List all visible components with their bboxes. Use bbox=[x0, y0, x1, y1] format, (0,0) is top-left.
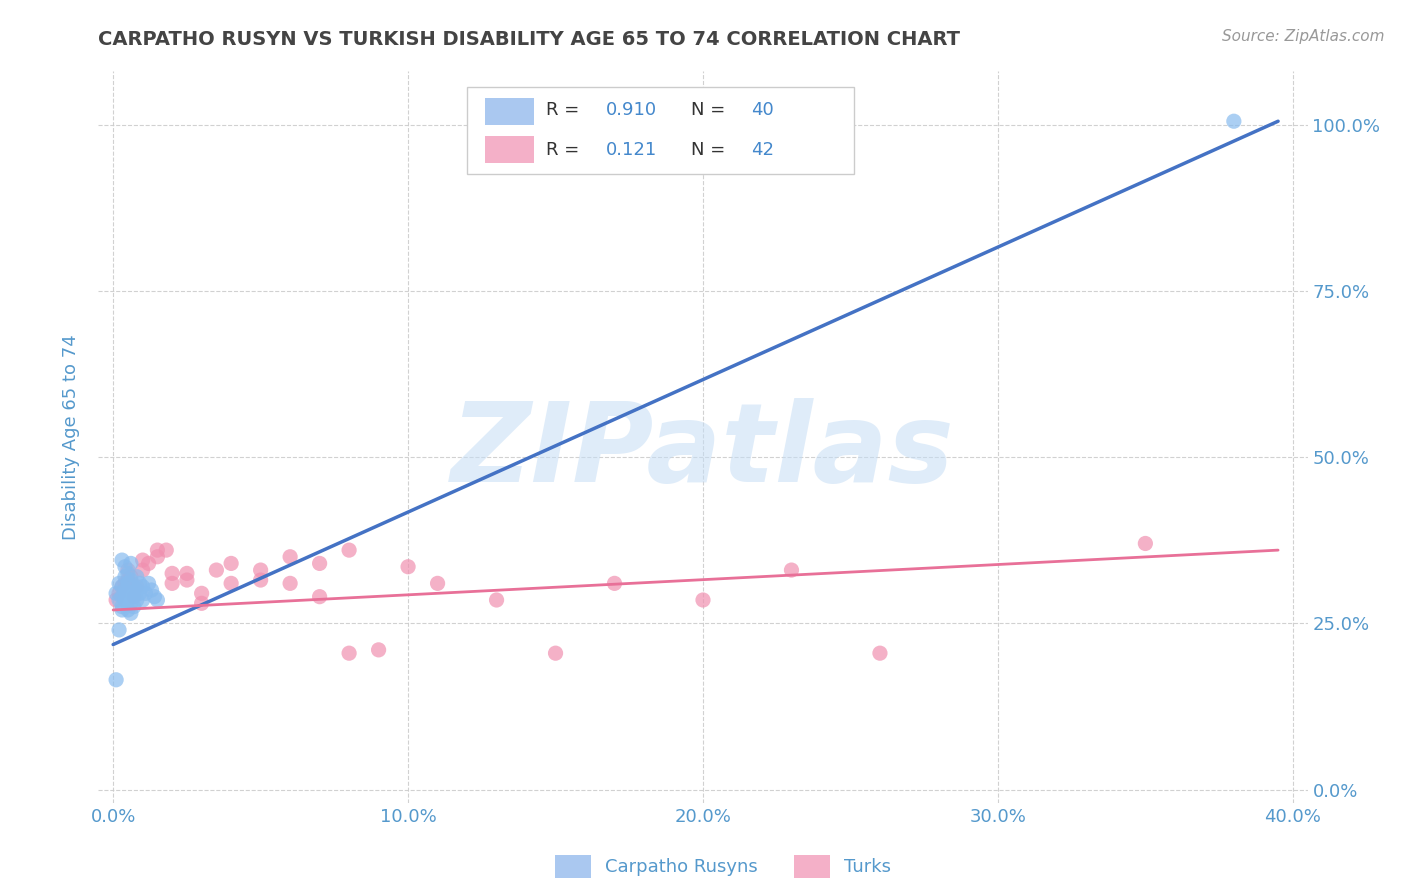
Text: Carpatho Rusyns: Carpatho Rusyns bbox=[605, 858, 758, 876]
Point bbox=[190, 596, 212, 610]
Point bbox=[120, 573, 142, 587]
Point bbox=[105, 586, 128, 600]
FancyBboxPatch shape bbox=[485, 136, 534, 162]
Text: 0.910: 0.910 bbox=[606, 101, 658, 120]
Point bbox=[219, 576, 242, 591]
Point bbox=[108, 586, 131, 600]
Point bbox=[190, 586, 212, 600]
Point bbox=[114, 576, 136, 591]
Point bbox=[155, 543, 177, 558]
Text: 0.121: 0.121 bbox=[606, 141, 658, 159]
Point bbox=[131, 553, 153, 567]
Point bbox=[146, 593, 169, 607]
Point bbox=[125, 582, 148, 597]
Text: CARPATHO RUSYN VS TURKISH DISABILITY AGE 65 TO 74 CORRELATION CHART: CARPATHO RUSYN VS TURKISH DISABILITY AGE… bbox=[98, 30, 960, 49]
Point bbox=[114, 582, 136, 597]
Point bbox=[337, 543, 360, 558]
Point bbox=[122, 599, 145, 614]
Point bbox=[117, 586, 139, 600]
Point bbox=[141, 582, 163, 597]
Point bbox=[485, 593, 508, 607]
Point bbox=[176, 566, 198, 581]
Point bbox=[117, 563, 139, 577]
Point bbox=[105, 593, 128, 607]
Point bbox=[337, 646, 360, 660]
Point bbox=[146, 549, 169, 564]
Point bbox=[128, 576, 150, 591]
Point bbox=[780, 563, 803, 577]
Point bbox=[111, 599, 134, 614]
Point bbox=[111, 553, 134, 567]
Text: 40: 40 bbox=[751, 101, 775, 120]
Point bbox=[117, 573, 139, 587]
Point bbox=[108, 623, 131, 637]
Point bbox=[117, 603, 139, 617]
Point bbox=[131, 593, 153, 607]
Text: 42: 42 bbox=[751, 141, 775, 159]
Point bbox=[278, 549, 301, 564]
Point bbox=[108, 593, 131, 607]
Point bbox=[111, 580, 134, 594]
Point bbox=[117, 566, 139, 581]
Point bbox=[249, 573, 271, 587]
Text: N =: N = bbox=[690, 141, 731, 159]
Text: Turks: Turks bbox=[844, 858, 890, 876]
Point bbox=[125, 570, 148, 584]
Point bbox=[120, 586, 142, 600]
Point bbox=[117, 593, 139, 607]
Point bbox=[278, 576, 301, 591]
Point bbox=[131, 563, 153, 577]
Y-axis label: Disability Age 65 to 74: Disability Age 65 to 74 bbox=[62, 334, 80, 540]
Point bbox=[176, 573, 198, 587]
Point bbox=[1135, 536, 1157, 550]
Point bbox=[117, 576, 139, 591]
Point bbox=[138, 576, 160, 591]
Point bbox=[122, 590, 145, 604]
Point bbox=[111, 580, 134, 594]
Point bbox=[219, 557, 242, 571]
Text: N =: N = bbox=[690, 101, 731, 120]
Point bbox=[205, 563, 228, 577]
Point bbox=[692, 593, 714, 607]
FancyBboxPatch shape bbox=[467, 87, 855, 174]
Point bbox=[143, 590, 166, 604]
Point bbox=[122, 590, 145, 604]
Point bbox=[160, 566, 183, 581]
FancyBboxPatch shape bbox=[485, 98, 534, 125]
Point bbox=[367, 643, 389, 657]
Point bbox=[114, 570, 136, 584]
Point bbox=[111, 603, 134, 617]
Point bbox=[1223, 114, 1246, 128]
Point bbox=[138, 557, 160, 571]
Point bbox=[120, 607, 142, 621]
Point bbox=[120, 570, 142, 584]
Point bbox=[146, 543, 169, 558]
Point bbox=[308, 557, 330, 571]
Point bbox=[128, 586, 150, 600]
Point bbox=[120, 557, 142, 571]
Point bbox=[603, 576, 626, 591]
Point bbox=[131, 580, 153, 594]
Point bbox=[869, 646, 891, 660]
Text: ZIPatlas: ZIPatlas bbox=[451, 398, 955, 505]
Point bbox=[426, 576, 449, 591]
Point bbox=[108, 576, 131, 591]
Text: Source: ZipAtlas.com: Source: ZipAtlas.com bbox=[1222, 29, 1385, 44]
Point bbox=[114, 559, 136, 574]
Point bbox=[544, 646, 567, 660]
Point bbox=[105, 673, 128, 687]
Point bbox=[125, 580, 148, 594]
Point bbox=[308, 590, 330, 604]
Point bbox=[135, 586, 157, 600]
Text: R =: R = bbox=[546, 101, 585, 120]
Text: R =: R = bbox=[546, 141, 585, 159]
Point bbox=[114, 593, 136, 607]
Point bbox=[160, 576, 183, 591]
Point bbox=[111, 590, 134, 604]
Point bbox=[122, 580, 145, 594]
Point bbox=[120, 596, 142, 610]
Point bbox=[249, 563, 271, 577]
Point bbox=[125, 593, 148, 607]
Point bbox=[396, 559, 419, 574]
